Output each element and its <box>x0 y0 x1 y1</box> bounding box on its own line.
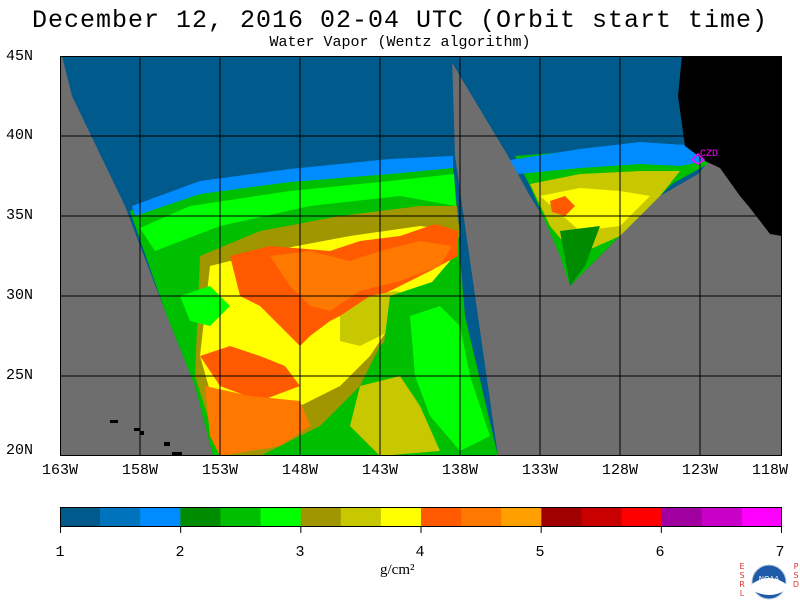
lon-label-118w: 118W <box>751 462 788 479</box>
lon-label-128w: 128W <box>601 462 638 479</box>
colorbar-tick-1: 1 <box>55 544 65 561</box>
lat-label-25n: 25N <box>6 367 34 384</box>
lat-label-45n: 45N <box>6 48 34 65</box>
colorbar-swatch <box>581 507 623 527</box>
colorbar-swatch <box>100 507 141 527</box>
colorbar-swatch <box>260 507 302 527</box>
water-vapor-map: CZD <box>60 56 782 456</box>
lon-label-153w: 153W <box>201 462 238 479</box>
page-subtitle: Water Vapor (Wentz algorithm) <box>269 34 531 51</box>
colorbar-swatch <box>340 507 382 527</box>
colorbar-swatch <box>741 507 782 527</box>
lon-label-133w: 133W <box>521 462 558 479</box>
colorbar-swatch <box>60 507 101 527</box>
colorbar-swatch <box>501 507 542 527</box>
graticule <box>60 56 782 456</box>
lon-label-163w: 163W <box>41 462 78 479</box>
lon-label-123w: 123W <box>681 462 718 479</box>
colorbar <box>60 507 782 533</box>
colorbar-tick-2: 2 <box>175 544 185 561</box>
colorbar-swatch <box>421 507 462 527</box>
colorbar-swatch <box>621 507 663 527</box>
colorbar-swatch <box>380 507 422 527</box>
lat-label-20n: 20N <box>6 442 34 459</box>
colorbar-swatch <box>300 507 342 527</box>
lon-label-143w: 143W <box>361 462 398 479</box>
colorbar-swatch <box>661 507 703 527</box>
lon-label-158w: 158W <box>121 462 158 479</box>
colorbar-swatch <box>541 507 582 527</box>
lat-label-40n: 40N <box>6 127 34 144</box>
noaa-logo: NOAA <box>738 556 800 600</box>
colorbar-swatch <box>180 507 221 527</box>
colorbar-tick-3: 3 <box>295 544 305 561</box>
lat-label-30n: 30N <box>6 287 34 304</box>
page-title: December 12, 2016 02-04 UTC (Orbit start… <box>31 6 769 35</box>
lon-label-138w: 138W <box>441 462 478 479</box>
lon-label-148w: 148W <box>281 462 318 479</box>
colorbar-swatch <box>701 507 743 527</box>
colorbar-tick-6: 6 <box>655 544 665 561</box>
colorbar-swatch <box>140 507 181 527</box>
colorbar-swatch <box>220 507 262 527</box>
station-marker-czd: CZD <box>690 149 718 165</box>
colorbar-tick-4: 4 <box>415 544 425 561</box>
colorbar-tick-7: 7 <box>775 544 785 561</box>
colorbar-tick-5: 5 <box>535 544 545 561</box>
hawaii-islands <box>110 420 182 456</box>
land-california <box>678 56 782 236</box>
station-label-czd: CZD <box>700 149 718 160</box>
noaa-logo-text: NOAA <box>759 575 780 583</box>
lat-label-35n: 35N <box>6 207 34 224</box>
west-swath <box>62 56 498 456</box>
colorbar-swatch <box>461 507 502 527</box>
colorbar-unit: g/cm² <box>380 562 415 578</box>
